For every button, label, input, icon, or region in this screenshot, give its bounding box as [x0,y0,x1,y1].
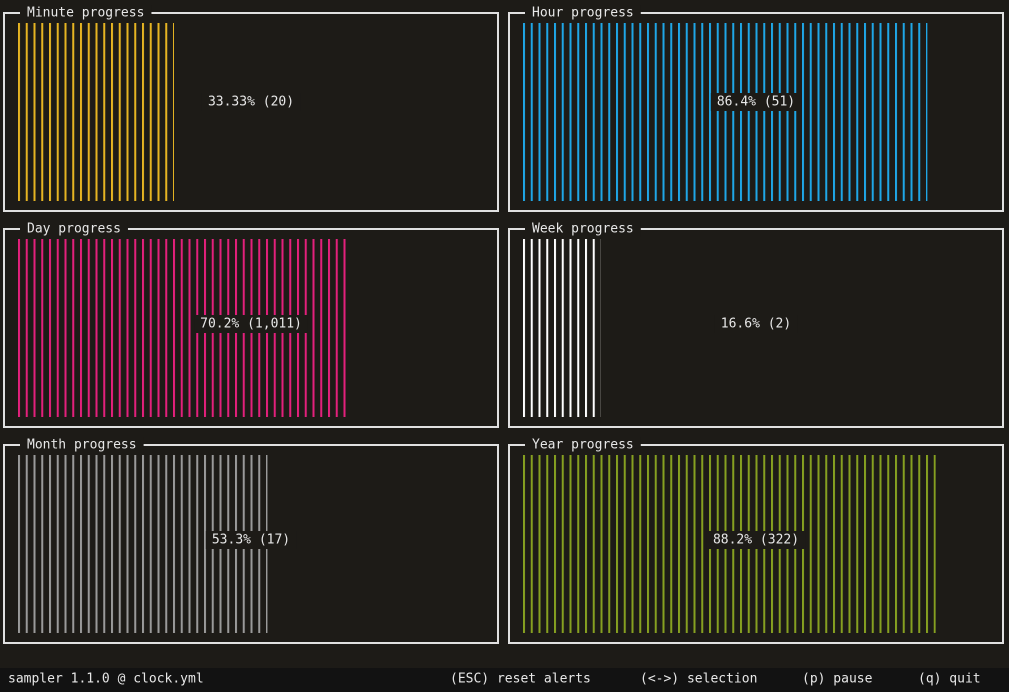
progress-label: 86.4% (51) [717,95,795,110]
panel-border [3,444,499,644]
progress-fill [18,23,174,201]
panel-border [508,12,1004,212]
key-hint: (p) pause [802,672,873,687]
key-hint: (<->) selection [640,672,757,687]
key-hint: (ESC) reset alerts [450,672,591,687]
progress-label: 88.2% (322) [713,533,799,548]
key-hint: (q) quit [918,672,981,687]
panel-border [508,228,1004,428]
progress-fill [523,23,928,201]
panel-title: Week progress [532,222,634,237]
status-bar [0,668,1009,692]
panel-border [508,444,1004,644]
panel-title: Year progress [532,438,634,453]
panel-title: Day progress [27,222,121,237]
status-app: sampler 1.1.0 @ clock.yml [8,672,204,687]
progress-label: 16.6% (2) [721,317,791,332]
progress-label: 53.3% (17) [212,533,290,548]
panel-title: Hour progress [532,6,634,21]
progress-label: 33.33% (20) [208,95,294,110]
panel-border [3,12,499,212]
panel-title: Month progress [27,438,137,453]
progress-fill [523,239,601,417]
panel-border [3,228,499,428]
panel-title: Minute progress [27,6,144,21]
progress-label: 70.2% (1,011) [200,317,302,332]
